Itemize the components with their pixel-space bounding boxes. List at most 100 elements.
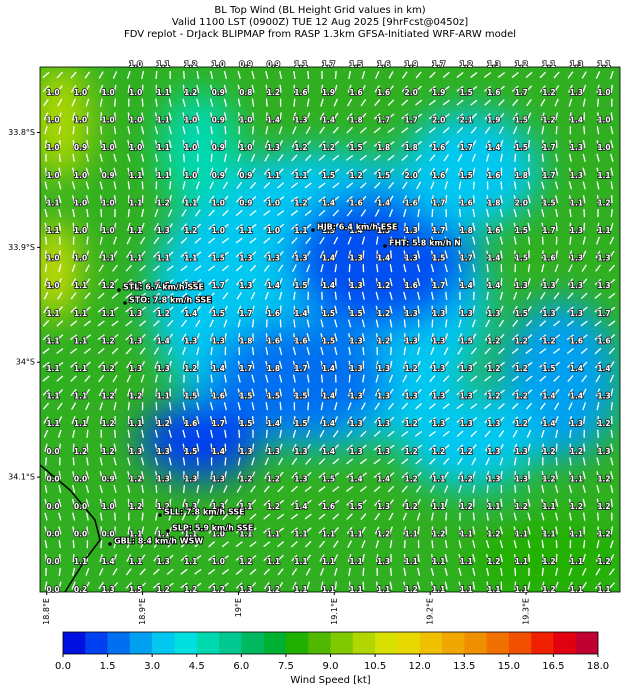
wind-arrow [484, 347, 491, 355]
wind-arrow [290, 513, 298, 520]
wind-arrow [526, 429, 532, 438]
wind-arrow [472, 553, 476, 563]
wind-arrow [568, 195, 572, 204]
wind-arrow [457, 153, 463, 162]
wind-arrow [141, 98, 144, 107]
wind-arrow [359, 458, 367, 465]
wind-arrow [485, 457, 490, 466]
wind-arrow [223, 471, 228, 480]
wind-arrow [249, 251, 257, 258]
grid-value: 1.1 [184, 198, 197, 207]
wind-arrow [168, 112, 172, 121]
wind-arrow [139, 582, 146, 589]
wind-arrow [84, 375, 91, 383]
grid-value: 1.4 [322, 364, 335, 373]
wind-arrow [166, 292, 174, 299]
wind-arrow [223, 84, 228, 93]
title-line: FDV replot - DrJack BLIPMAP from RASP 1.… [124, 29, 516, 40]
wind-arrow [582, 250, 587, 259]
grid-value: 1.1 [129, 171, 142, 180]
wind-arrow [251, 139, 255, 149]
grid-value: 1.3 [239, 254, 252, 263]
wind-arrow [513, 553, 517, 563]
wind-arrow [498, 126, 504, 135]
wind-arrow [415, 71, 422, 79]
colorbar-swatch [486, 632, 510, 654]
grid-value: 1.1 [570, 198, 583, 207]
grid-value: 1.3 [184, 474, 197, 483]
wind-arrow [113, 236, 117, 245]
grid-value: 1.1 [129, 198, 142, 207]
wind-arrow [72, 429, 76, 438]
wind-arrow [484, 375, 492, 382]
wind-arrow [235, 209, 243, 217]
wind-arrow [415, 444, 423, 451]
wind-arrow [567, 388, 574, 397]
wind-arrow [596, 139, 600, 149]
wind-arrow [498, 99, 505, 106]
wind-arrow [112, 568, 118, 576]
wind-arrow [581, 388, 587, 397]
grid-value: 1.0 [101, 143, 114, 152]
wind-arrow [429, 167, 436, 176]
wind-arrow [196, 415, 200, 425]
wind-arrow [209, 98, 214, 107]
wind-arrow [513, 222, 517, 231]
wind-arrow [84, 361, 91, 368]
grid-value: 1.4 [460, 281, 473, 290]
wind-arrow [83, 348, 91, 354]
wind-arrow [57, 112, 62, 121]
wind-arrow [44, 457, 48, 466]
wind-arrow [71, 264, 76, 273]
grid-value: 0.0 [46, 557, 59, 566]
wind-arrow [554, 195, 559, 204]
grid-value: 1.2 [405, 364, 418, 373]
wind-arrow [279, 112, 282, 121]
wind-arrow [429, 71, 436, 79]
wind-arrow [416, 264, 421, 273]
grid-value: 1.0 [46, 88, 59, 97]
wind-arrow [581, 567, 587, 576]
wind-arrow [210, 153, 213, 162]
grid-value: 1.4 [597, 364, 610, 373]
grid-value: 1.8 [377, 143, 390, 152]
wind-arrow [360, 195, 367, 203]
wind-arrow [277, 554, 284, 562]
wind-arrow [566, 320, 574, 327]
wind-arrow [374, 512, 381, 521]
wind-arrow [332, 126, 339, 134]
wind-arrow [499, 222, 504, 231]
wind-arrow [221, 223, 229, 230]
wind-arrow [153, 333, 160, 341]
wind-arrow [182, 347, 186, 355]
colorbar-swatch [397, 632, 420, 654]
wind-arrow [442, 99, 450, 106]
wind-arrow [180, 223, 188, 231]
wind-arrow [580, 292, 588, 300]
wind-arrow [196, 360, 199, 369]
wind-arrow [318, 154, 326, 161]
wind-arrow [569, 112, 572, 121]
grid-value: 1.2 [184, 364, 197, 373]
wind-arrow [291, 457, 298, 466]
wind-arrow [182, 415, 186, 425]
grid-value: 1.7 [597, 309, 610, 318]
wind-arrow [305, 457, 312, 465]
wind-arrow [154, 374, 158, 383]
grid-value: 1.2 [405, 585, 418, 594]
wind-arrow [292, 360, 297, 369]
wind-arrow [373, 127, 381, 134]
wind-arrow [263, 210, 271, 216]
wind-arrow [610, 443, 614, 452]
wind-arrow [472, 222, 476, 231]
wind-arrow [541, 498, 545, 507]
grid-value: 1.7 [460, 143, 473, 152]
wind-arrow [484, 72, 492, 78]
grid-value: 1.3 [294, 254, 307, 263]
grid-value: 1.2 [239, 474, 252, 483]
wind-arrow [334, 402, 338, 411]
wind-arrow [113, 195, 117, 204]
wind-arrow [443, 361, 450, 369]
wind-arrow [85, 98, 90, 107]
wind-arrow [332, 182, 340, 189]
